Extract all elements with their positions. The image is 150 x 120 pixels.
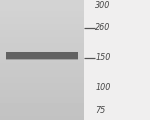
Text: 75: 75 bbox=[95, 106, 105, 115]
FancyBboxPatch shape bbox=[6, 52, 78, 60]
FancyBboxPatch shape bbox=[6, 52, 78, 60]
Text: 150: 150 bbox=[95, 53, 111, 62]
FancyBboxPatch shape bbox=[84, 0, 150, 120]
Text: 260: 260 bbox=[95, 23, 111, 32]
FancyBboxPatch shape bbox=[6, 52, 78, 59]
Text: 300: 300 bbox=[95, 1, 111, 10]
FancyBboxPatch shape bbox=[6, 52, 78, 59]
Text: 100: 100 bbox=[95, 83, 111, 92]
